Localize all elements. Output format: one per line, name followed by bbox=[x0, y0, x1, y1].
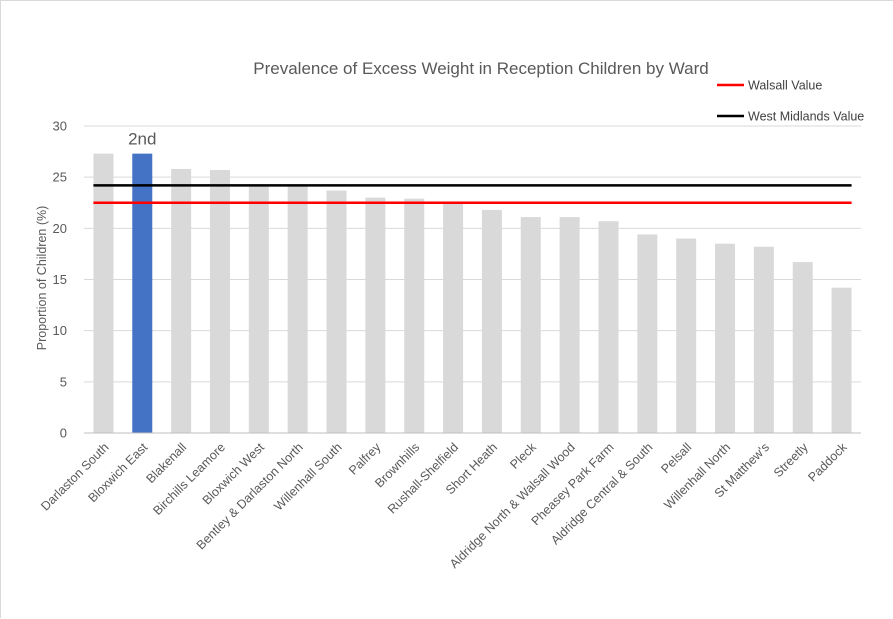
y-tick-label: 5 bbox=[60, 374, 67, 389]
bar bbox=[481, 209, 502, 433]
bar bbox=[171, 168, 192, 434]
y-tick-label: 30 bbox=[53, 119, 67, 134]
bar bbox=[287, 185, 308, 433]
legend: Walsall Value West Midlands Value bbox=[717, 79, 864, 124]
bar bbox=[831, 287, 852, 433]
legend-label: Walsall Value bbox=[748, 79, 822, 93]
bar bbox=[326, 190, 347, 433]
x-tick-label: Rushall-Shelfield bbox=[385, 440, 461, 516]
x-tick-label: Pelsall bbox=[658, 440, 694, 476]
y-tick-label: 0 bbox=[60, 426, 67, 441]
bar bbox=[637, 234, 658, 433]
y-tick-label: 20 bbox=[53, 221, 67, 236]
legend-label: West Midlands Value bbox=[748, 110, 864, 124]
x-tick-label: Birchills Leamore bbox=[150, 440, 228, 518]
bars bbox=[93, 153, 852, 434]
y-tick-label: 10 bbox=[53, 323, 67, 338]
bar bbox=[559, 217, 580, 433]
y-tick-labels: 0 5 10 15 20 25 30 bbox=[53, 119, 67, 441]
gridlines bbox=[84, 125, 861, 383]
x-tick-label: Willenhall North bbox=[661, 440, 733, 512]
x-tick-label: Paddock bbox=[805, 440, 850, 485]
x-tick-label: Pleck bbox=[507, 440, 539, 472]
bar bbox=[753, 246, 774, 433]
reference-lines bbox=[93, 184, 852, 204]
bar bbox=[792, 262, 813, 433]
y-tick-label: 15 bbox=[53, 272, 67, 287]
bar bbox=[248, 185, 269, 433]
x-tick-label: Palfrey bbox=[346, 440, 384, 478]
bar bbox=[93, 153, 114, 433]
bar bbox=[598, 221, 619, 433]
bar bbox=[676, 238, 697, 433]
y-tick-label: 25 bbox=[53, 170, 67, 185]
bar bbox=[132, 153, 153, 433]
bar bbox=[365, 197, 386, 433]
bar bbox=[404, 198, 425, 433]
y-axis-label: Proportion of Children (%) bbox=[35, 206, 49, 351]
chart-title: Prevalence of Excess Weight in Reception… bbox=[253, 59, 708, 78]
bar bbox=[443, 201, 464, 433]
x-tick-label: Willenhall South bbox=[271, 440, 344, 513]
rank-annotation: 2nd bbox=[128, 130, 156, 149]
x-tick-label: Darlaston South bbox=[38, 440, 111, 513]
bar bbox=[209, 170, 230, 433]
bar bbox=[715, 243, 736, 433]
bar bbox=[520, 217, 541, 433]
